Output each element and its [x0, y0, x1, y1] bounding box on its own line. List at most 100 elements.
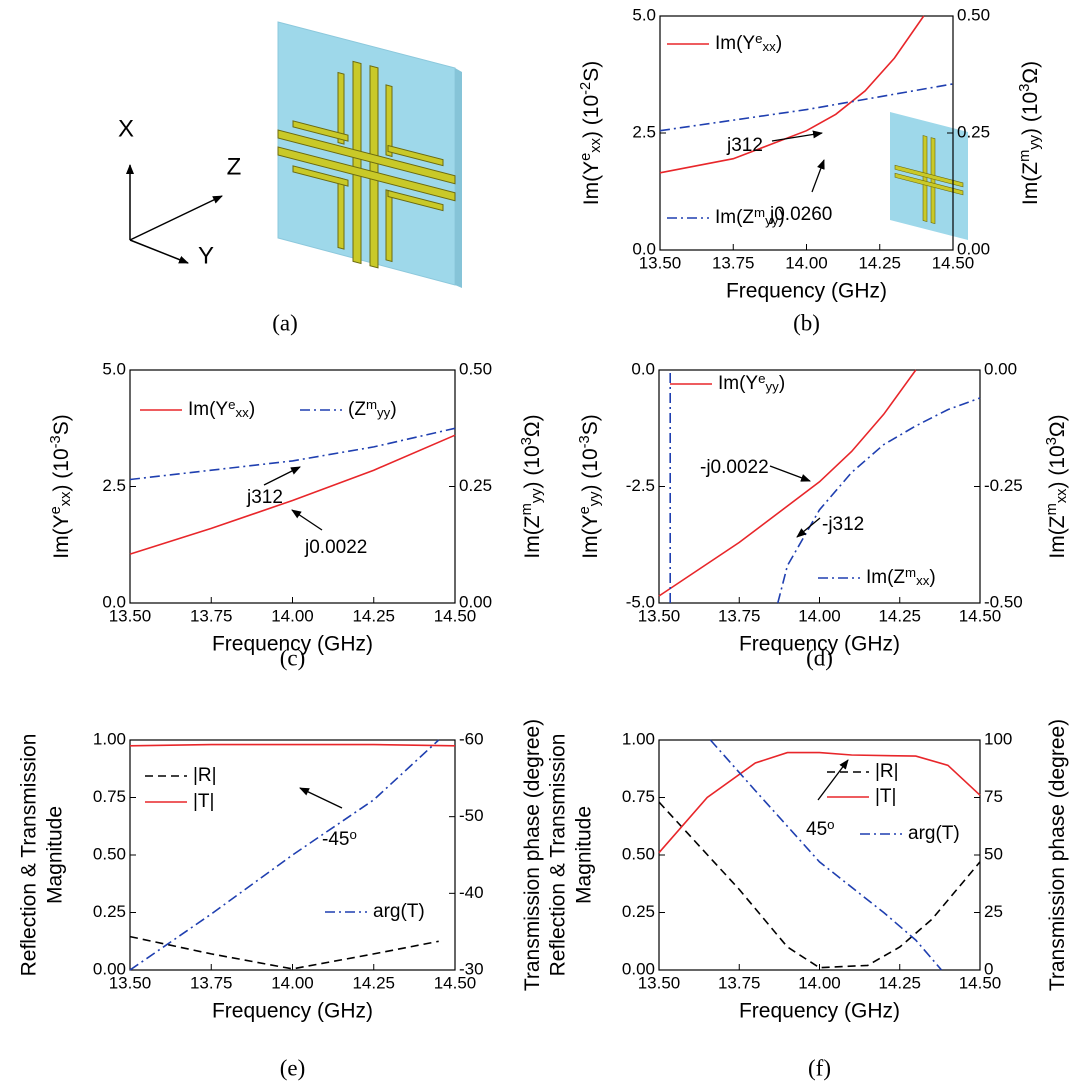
annotation: j0.0260 [769, 204, 832, 225]
y2-axis-label-part: Ω) [1046, 414, 1069, 437]
legend-label-part: Im(Z [715, 207, 754, 228]
legend-label-part: ) [249, 399, 255, 420]
y-axis-label-part: S) [580, 61, 603, 82]
y-axis-label-part: xx [588, 137, 604, 152]
y2-tick-label: -50 [459, 806, 484, 825]
y2-axis-label-part: 3 [519, 437, 535, 445]
legend-label: |R| [193, 765, 217, 786]
legend-label-part: xx [916, 573, 930, 588]
y2-axis-label: Im(Zmyy) (103Ω) [519, 414, 545, 558]
annotation-part: j312 [726, 135, 763, 156]
y-axis-label-part: Im(Y [580, 161, 603, 205]
y-tick-label: 0.75 [93, 787, 126, 806]
y-axis-label: Im(Yexx) (10-3S) [48, 414, 74, 558]
y-tick-label: 2.5 [102, 476, 126, 495]
y-tick-label: 5.0 [632, 5, 656, 24]
x-tick-label: 14.25 [352, 606, 395, 625]
x-tick-label: 14.25 [858, 253, 901, 272]
x-tick-label: 14.25 [352, 973, 395, 992]
x-axis-label: Frequency (GHz) [212, 1000, 373, 1023]
x-tick-label: 14.00 [271, 973, 314, 992]
legend-label: arg(T) [908, 823, 960, 844]
legend-label: Im(Yeyy) [718, 371, 785, 395]
legend-label-part: yy [766, 379, 780, 394]
legend-label: arg(T) [373, 901, 425, 922]
y2-axis-label-part: yy [1027, 134, 1043, 149]
series-line [660, 16, 924, 173]
y-axis-label-part: -3 [48, 435, 64, 448]
x-tick-label: 14.25 [878, 973, 921, 992]
legend-label-part: |R| [193, 765, 217, 786]
y-axis-label: Reflection & Transmission [18, 734, 41, 977]
annotation-arrow [812, 160, 824, 192]
y2-axis-label: Im(Zmxx) (103Ω) [1044, 414, 1070, 558]
x-tick-label: 14.00 [798, 606, 841, 625]
y2-tick-label: 100 [984, 729, 1012, 748]
structure-3d [278, 22, 462, 288]
legend-label-part: m [366, 397, 377, 412]
y-axis-label-part: Im(Y [579, 514, 602, 558]
caption: (a) [272, 310, 298, 335]
y2-tick-label: 0.50 [957, 5, 990, 24]
y2-axis-label-part: ) (10 [1046, 445, 1069, 488]
legend-label-part: |T| [875, 786, 896, 807]
y2-tick-label: 0 [984, 959, 993, 978]
y-tick-label: 0.0 [631, 359, 655, 378]
caption: (b) [793, 310, 820, 335]
y-axis-label-part: ) (10 [579, 448, 602, 491]
y2-axis-label-part: Im(Z [1046, 515, 1069, 558]
y-axis-label: Im(Yexx) (10-2S) [578, 61, 604, 205]
y2-axis-label-part: m [1044, 503, 1060, 515]
y2-axis-label: Im(Zmyy) (103Ω) [1017, 61, 1043, 205]
legend-label-part: ) [779, 373, 785, 394]
y-axis-label-part: xx [58, 491, 74, 506]
annotation: -j312 [822, 514, 864, 535]
caption: (e) [280, 1055, 306, 1080]
plot-frame [130, 370, 455, 603]
legend-label-part: Im(Y [715, 33, 755, 54]
y2-axis-label-part: Im(Z [1019, 162, 1042, 205]
y-axis-label-part: -2 [578, 82, 594, 95]
x-tick-label: 13.75 [190, 973, 233, 992]
legend-label-part: xx [763, 39, 777, 54]
legend-label-part: xx [236, 405, 250, 420]
x-axis-label: Frequency (GHz) [739, 1000, 900, 1023]
x-axis-label: Frequency (GHz) [726, 280, 887, 303]
y2-axis-label-part: Im(Z [521, 515, 544, 558]
y-axis-label-part: e [578, 153, 594, 161]
annotation-part: 45 [806, 819, 827, 840]
annotation: j0.0022 [304, 537, 367, 558]
y2-axis-label-part: m [1017, 150, 1033, 162]
y-axis-label-part: ) (10 [50, 448, 73, 491]
y2-axis-label-part: Ω) [521, 414, 544, 437]
legend-label: (Zmyy) [348, 397, 397, 421]
x-tick-label: 13.75 [712, 253, 755, 272]
y-axis-label-part: -3 [577, 435, 593, 448]
legend-label-part: Im(Y [188, 399, 228, 420]
series-line [130, 740, 439, 970]
series-line [130, 937, 439, 969]
y2-tick-label: 25 [984, 902, 1003, 921]
y-axis-label-part: e [577, 506, 593, 514]
y2-axis-label-part: ) (10 [1019, 92, 1042, 135]
y2-axis-label-part: yy [529, 488, 545, 503]
y2-tick-label: -0.25 [984, 476, 1023, 495]
series-line [659, 370, 916, 596]
y-axis-label-part: S) [50, 414, 73, 435]
y2-tick-label: 75 [984, 787, 1003, 806]
legend-label-part: yy [377, 405, 391, 420]
y2-tick-label: 0.00 [957, 239, 990, 258]
x-tick-label: 14.50 [959, 973, 1002, 992]
axis-z-label: Z [227, 153, 242, 180]
legend-label-part: e [228, 397, 235, 412]
legend-label-part: e [755, 31, 762, 46]
legend-label: |R| [875, 761, 899, 782]
y2-tick-label: 0.00 [459, 592, 492, 611]
annotation: j312 [246, 487, 283, 508]
y2-axis-label-part: 3 [1017, 84, 1033, 92]
y2-tick-label: 50 [984, 844, 1003, 863]
y-tick-label: 5.0 [102, 359, 126, 378]
legend-label-part: arg(T) [908, 823, 960, 844]
y-tick-label: -2.5 [626, 476, 655, 495]
caption: (c) [280, 645, 306, 670]
